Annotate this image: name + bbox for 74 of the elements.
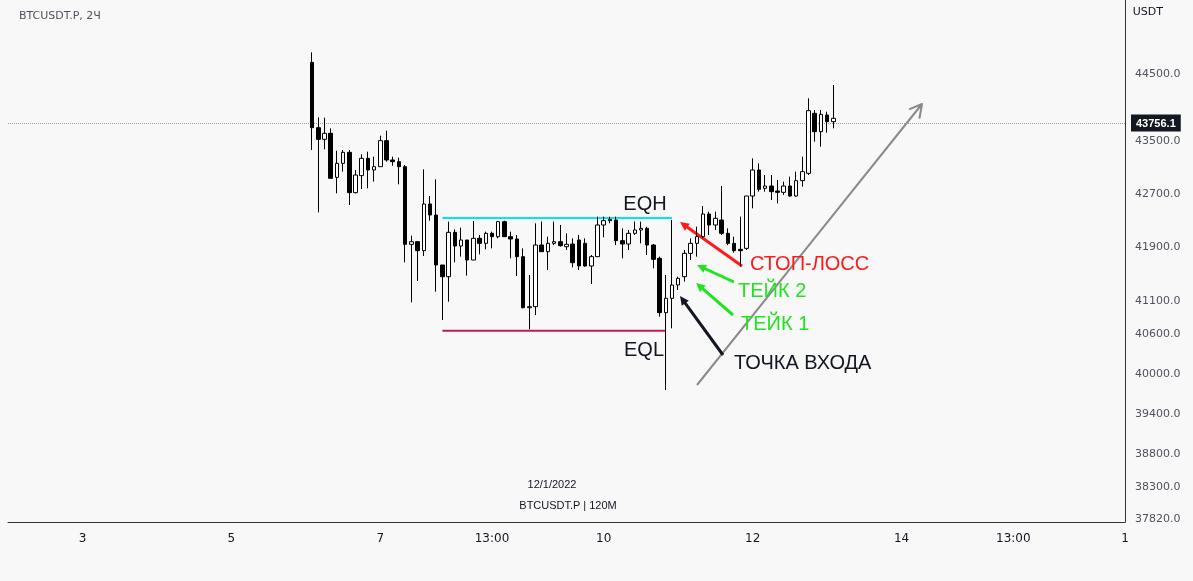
- candlestick: [552, 221, 556, 246]
- candlestick: [732, 236, 736, 254]
- candlestick: [546, 236, 550, 271]
- candlestick: [757, 162, 761, 193]
- text: BTCUSDT.P, 2Ч: [19, 9, 101, 22]
- candlestick: [422, 168, 426, 257]
- y-tick-label: 39400.0: [1135, 406, 1181, 420]
- candlestick: [614, 216, 618, 246]
- candlestick: [490, 231, 494, 249]
- candlestick: [465, 239, 469, 277]
- y-tick-label: 44500.0: [1135, 66, 1181, 80]
- candlestick: [676, 276, 680, 291]
- x-tick-label: 5: [227, 531, 236, 545]
- x-tick-label: 7: [376, 531, 385, 545]
- annotation: ТЕЙК 2: [738, 278, 807, 301]
- candlestick: [633, 221, 637, 236]
- candlestick: [372, 156, 376, 183]
- candlestick: [434, 178, 438, 293]
- y-axis-title: USDT: [1132, 5, 1164, 18]
- y-tick-label: 42700.0: [1135, 186, 1181, 200]
- y-tick-label: 37820.0: [1135, 512, 1181, 526]
- candlestick: [608, 216, 612, 224]
- y-tick-label: 38300.0: [1135, 480, 1181, 494]
- x-tick-label: 13:00: [474, 531, 510, 545]
- candlestick: [645, 226, 649, 256]
- annotation: EQL: [623, 338, 665, 360]
- candlestick: [695, 226, 699, 258]
- candlestick: [738, 216, 743, 268]
- x-tick-label: 13:00: [996, 531, 1031, 545]
- candlestick: [403, 164, 407, 263]
- candlestick: [763, 174, 767, 193]
- candlestick: [453, 228, 457, 263]
- candlestick: [825, 111, 829, 134]
- candlestick: [484, 231, 488, 250]
- candlestick: [341, 149, 345, 173]
- candlestick: [664, 274, 668, 391]
- candlestick: [515, 234, 519, 277]
- y-tick-label: 38800.0: [1135, 446, 1181, 460]
- candlestick: [397, 157, 401, 185]
- annotation: 12/1/2022: [527, 478, 577, 490]
- candlestick: [701, 205, 705, 239]
- x-tick-label: 3: [78, 531, 87, 545]
- candlestick: [670, 219, 674, 329]
- ref-line-label: 43756.1: [1136, 116, 1176, 129]
- annotation: ТЕЙК 1: [741, 311, 810, 334]
- annotation: СТОП-ЛОСС: [750, 252, 870, 274]
- candlestick: [335, 150, 339, 194]
- candlestick: [788, 176, 792, 198]
- candlestick: [366, 151, 370, 189]
- candlestick: [794, 171, 798, 198]
- candlestick: [577, 234, 581, 271]
- candlestick: [831, 84, 836, 129]
- x-tick-label: 1: [1121, 531, 1129, 545]
- x-tick-label: 14: [893, 531, 910, 545]
- x-tick-label: 10: [596, 531, 612, 545]
- candlestick: [459, 227, 463, 258]
- candlestick: [496, 221, 500, 239]
- annotation: BTCUSDT.P | 120M: [519, 499, 617, 511]
- y-tick-label: 40000.0: [1135, 366, 1181, 380]
- candlestick: [521, 247, 525, 309]
- y-tick-label: 41900.0: [1135, 240, 1181, 254]
- candlestick: [726, 227, 730, 246]
- y-tick-label: 43500.0: [1135, 133, 1181, 147]
- candlestick: [428, 195, 432, 222]
- candlestick: [310, 51, 314, 151]
- annotation: ТОЧКА ВХОДА: [734, 351, 873, 373]
- candlestick: [639, 221, 643, 244]
- y-tick-label: 40600.0: [1135, 326, 1181, 340]
- annotation: EQH: [623, 192, 667, 214]
- candlestick: [819, 109, 823, 148]
- y-tick-label: 41100.0: [1135, 293, 1181, 307]
- x-tick-label: 12: [745, 531, 761, 545]
- candlestick: [707, 211, 711, 236]
- candlestick: [583, 237, 587, 268]
